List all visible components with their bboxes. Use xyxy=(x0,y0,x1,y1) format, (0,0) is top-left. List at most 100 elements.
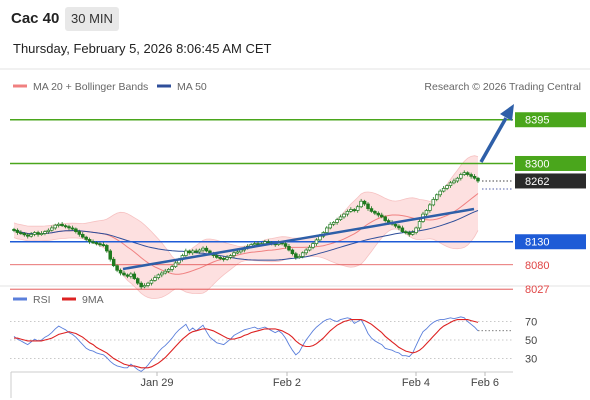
candle-body xyxy=(424,210,429,215)
candle-body xyxy=(438,190,442,196)
x-tick-label-0: Jan 29 xyxy=(140,377,173,389)
forecast-arrow-head xyxy=(500,104,514,121)
candle-body xyxy=(362,200,367,205)
candle-body xyxy=(290,249,295,255)
candle-body xyxy=(184,250,188,256)
candle-body xyxy=(135,278,140,284)
level-label-8300: 8300 xyxy=(525,158,549,170)
candle-body xyxy=(228,255,233,258)
candle-body xyxy=(431,199,436,206)
candle-body xyxy=(29,234,33,237)
candle-body xyxy=(225,257,229,260)
candle-body xyxy=(115,265,119,271)
candle-body xyxy=(22,233,27,236)
candle-body xyxy=(149,280,154,284)
candle-body xyxy=(407,232,412,235)
candle-body xyxy=(139,282,143,288)
timeframe-selector[interactable]: 30 MIN xyxy=(65,7,119,31)
candle-body xyxy=(252,243,257,246)
candle-body xyxy=(19,232,23,235)
level-label-8262: 8262 xyxy=(525,176,549,188)
candle-body xyxy=(476,177,480,182)
candle-body xyxy=(101,244,106,247)
candle-body xyxy=(146,282,150,286)
candle-body xyxy=(307,246,312,251)
candle-body xyxy=(311,243,315,248)
candle-body xyxy=(239,249,243,253)
rsi-legend-label-0: RSI xyxy=(33,294,51,306)
legend-swatch-1 xyxy=(157,84,171,88)
candle-body xyxy=(297,256,302,259)
candle-body xyxy=(142,285,147,288)
candle-body xyxy=(314,239,319,244)
level-label-8130: 8130 xyxy=(525,237,549,249)
candle-body xyxy=(469,174,473,177)
rsi-legend-swatch-1 xyxy=(62,297,76,301)
rsi-ma-line xyxy=(14,319,479,369)
candle-body xyxy=(404,231,408,234)
candle-body xyxy=(204,247,209,252)
candle-body xyxy=(366,203,370,209)
candle-body xyxy=(94,242,99,245)
candle-body xyxy=(221,257,226,260)
candle-body xyxy=(342,213,346,218)
candle-body xyxy=(43,231,47,234)
ma50-line xyxy=(13,210,479,261)
rsi-tick-50: 50 xyxy=(525,335,537,347)
candle-body xyxy=(156,274,161,279)
candle-body xyxy=(80,234,85,238)
candle-body xyxy=(173,262,178,267)
level-label-bg-8262 xyxy=(515,173,586,189)
x-tick-label-3: Feb 6 xyxy=(471,377,499,389)
legend-label-1: MA 50 xyxy=(177,81,207,93)
candle-body xyxy=(435,194,439,200)
x-tick-label-2: Feb 4 xyxy=(402,377,430,389)
trendline xyxy=(122,207,475,271)
legend-swatch-0 xyxy=(13,84,27,88)
candle-body xyxy=(455,177,460,182)
bollinger-band xyxy=(14,155,478,299)
candle-body xyxy=(56,223,61,226)
candle-body xyxy=(194,250,198,253)
candle-body xyxy=(132,273,137,279)
candle-body xyxy=(445,185,449,189)
candle-body xyxy=(410,232,415,235)
rsi-legend-swatch-0 xyxy=(13,297,27,301)
candle-body xyxy=(74,228,78,232)
candle-body xyxy=(98,243,102,246)
candle-body xyxy=(349,209,353,212)
candle-body xyxy=(63,225,68,228)
candle-body xyxy=(359,200,363,208)
candle-body xyxy=(201,247,205,251)
candle-body xyxy=(190,250,195,254)
candle-body xyxy=(118,269,123,274)
rsi-tick-70: 70 xyxy=(525,317,537,329)
x-tick-label-1: Feb 2 xyxy=(273,377,301,389)
candle-body xyxy=(197,249,202,253)
candle-body xyxy=(472,176,477,179)
forecast-arrow-shaft xyxy=(479,117,508,163)
candle-body xyxy=(25,234,30,237)
candle-body xyxy=(335,219,339,223)
candle-body xyxy=(287,246,291,251)
level-label-8080: 8080 xyxy=(525,260,549,272)
candle-body xyxy=(111,258,116,267)
level-label-bg-8395 xyxy=(515,112,586,128)
candle-body xyxy=(91,241,95,244)
candle-body xyxy=(12,228,16,231)
candle-body xyxy=(428,204,432,211)
candle-body xyxy=(355,206,360,211)
candle-body xyxy=(300,252,305,257)
candle-body xyxy=(294,253,298,258)
candle-body xyxy=(328,223,332,229)
candle-body xyxy=(448,182,453,186)
bollinger-lower xyxy=(13,228,479,299)
candle-body xyxy=(235,251,240,254)
candle-body xyxy=(105,245,109,252)
candle-body xyxy=(376,212,381,216)
candle-body xyxy=(441,187,446,192)
candle-body xyxy=(462,172,467,175)
candle-body xyxy=(77,231,82,235)
